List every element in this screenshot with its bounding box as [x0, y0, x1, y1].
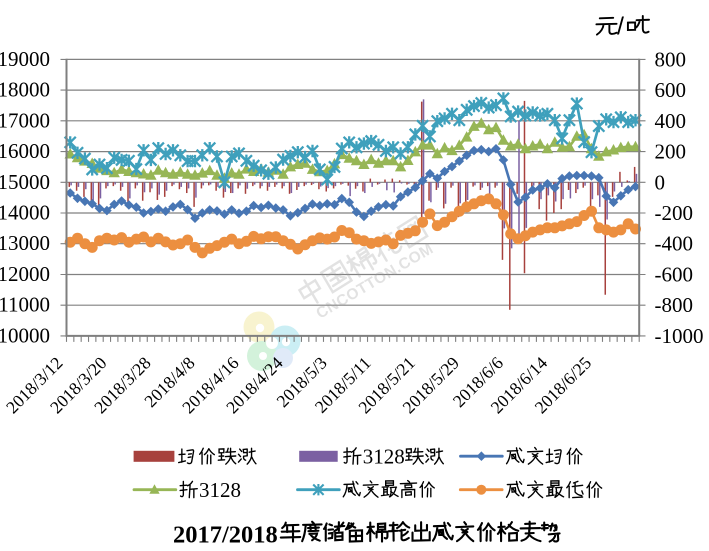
svg-text:3128: 3128 [363, 445, 405, 469]
svg-text:11000: 11000 [0, 293, 50, 317]
svg-text:10000: 10000 [0, 323, 50, 347]
svg-text:18000: 18000 [0, 78, 50, 102]
svg-text:/: / [617, 13, 624, 41]
svg-text:17000: 17000 [0, 108, 50, 132]
svg-text:200: 200 [655, 140, 687, 164]
svg-text:2017/2018: 2017/2018 [173, 522, 278, 549]
svg-text:-400: -400 [655, 232, 694, 256]
svg-text:-800: -800 [655, 293, 694, 317]
svg-text:400: 400 [655, 109, 687, 133]
svg-text:0: 0 [655, 170, 666, 194]
svg-text:19000: 19000 [0, 47, 50, 71]
svg-text:14000: 14000 [0, 201, 50, 225]
svg-text:16000: 16000 [0, 139, 50, 163]
svg-text:3128: 3128 [199, 478, 241, 502]
svg-text:13000: 13000 [0, 231, 50, 255]
svg-text:600: 600 [655, 78, 687, 102]
svg-text:-200: -200 [655, 201, 694, 225]
svg-text:-1000: -1000 [655, 324, 704, 348]
svg-text:-600: -600 [655, 263, 694, 287]
svg-text:15000: 15000 [0, 170, 50, 194]
svg-text:12000: 12000 [0, 262, 50, 286]
svg-text:800: 800 [655, 47, 687, 71]
